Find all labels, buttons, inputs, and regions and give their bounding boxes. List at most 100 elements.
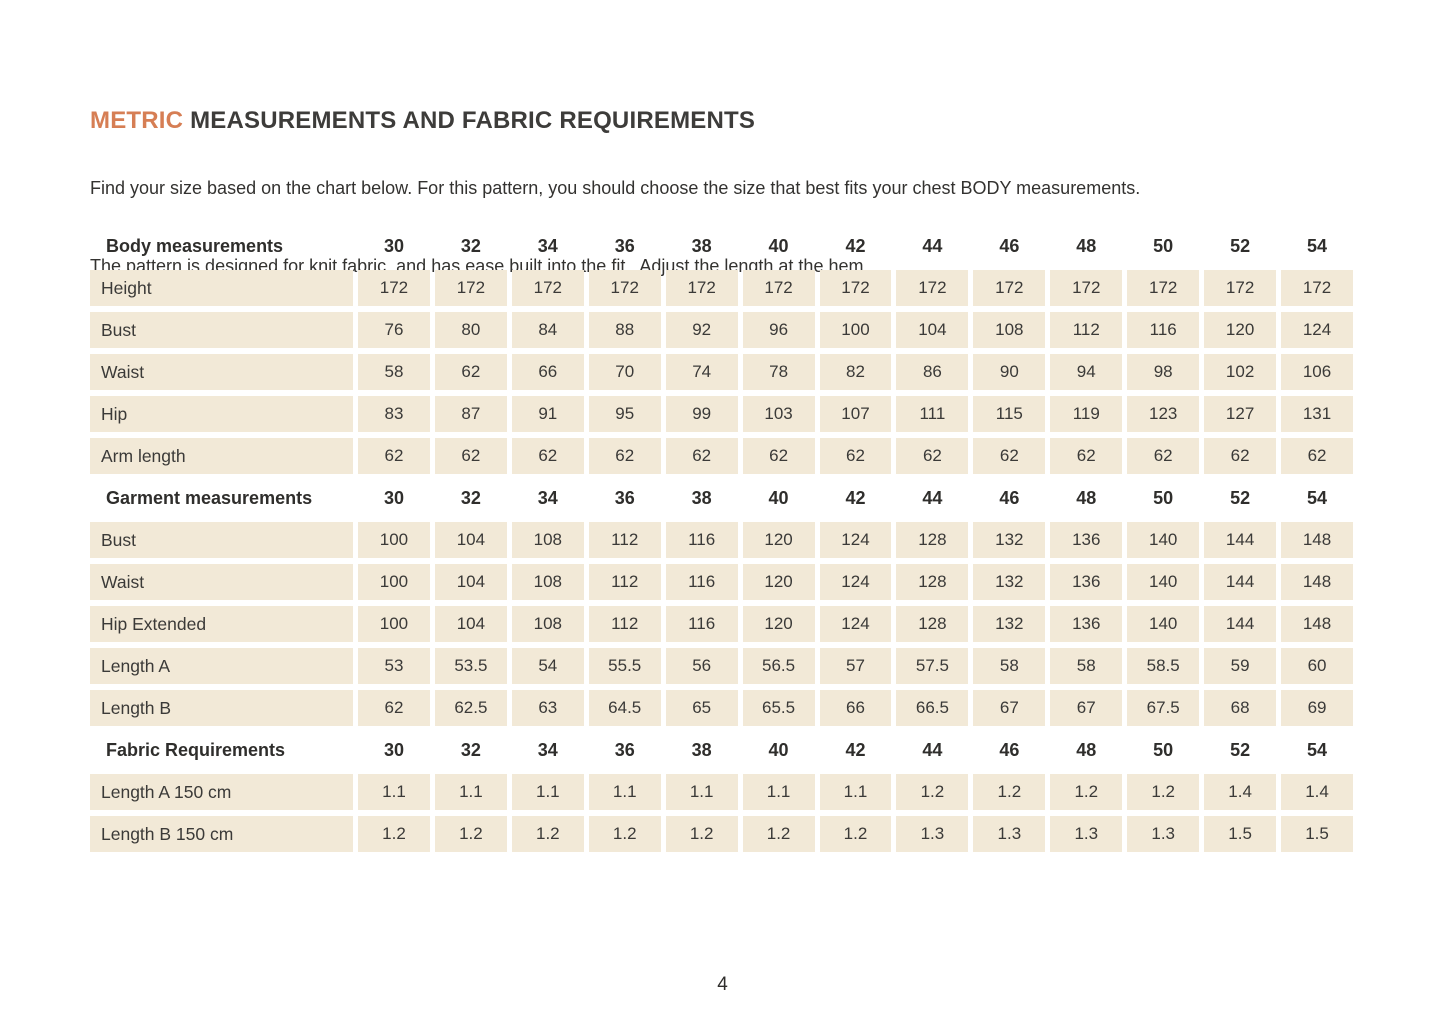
table-cell: 1.4 — [1204, 774, 1277, 810]
table-cell: 172 — [511, 270, 584, 306]
table-cell: 123 — [1127, 396, 1200, 432]
table-cell: 1.2 — [665, 816, 738, 852]
size-column-header: 50 — [1153, 739, 1174, 760]
table-cell: 100 — [358, 522, 430, 558]
table-cell: 1.1 — [588, 774, 661, 810]
size-column-header: 30 — [383, 487, 404, 508]
table-cell: 96 — [742, 312, 815, 348]
table-cell: 1.3 — [896, 816, 969, 852]
table-cell: 1.2 — [588, 816, 661, 852]
row-label: Bust — [90, 522, 353, 558]
table-cell: 67.5 — [1127, 690, 1200, 726]
table-cell: 69 — [1281, 690, 1353, 726]
table-cell: 60 — [1281, 648, 1353, 684]
table-cell: 103 — [742, 396, 815, 432]
size-column-header: 52 — [1230, 235, 1251, 256]
table-cell: 104 — [434, 564, 507, 600]
size-column-header: 44 — [922, 487, 943, 508]
table-cell: 1.2 — [358, 816, 430, 852]
table-cell: 67 — [973, 690, 1046, 726]
size-column-header: 42 — [845, 235, 866, 256]
table-cell: 112 — [588, 522, 661, 558]
table-cell: 128 — [896, 606, 969, 642]
table-cell: 172 — [742, 270, 815, 306]
size-column-header: 46 — [999, 487, 1020, 508]
size-column-header: 36 — [614, 235, 635, 256]
table-cell: 172 — [1204, 270, 1277, 306]
table-cell: 172 — [434, 270, 507, 306]
table-cell: 132 — [973, 522, 1046, 558]
table-cell: 74 — [665, 354, 738, 390]
table-cell: 1.2 — [973, 774, 1046, 810]
table-cell: 1.3 — [1050, 816, 1123, 852]
size-column-header: 30 — [383, 739, 404, 760]
table-cell: 62 — [358, 438, 430, 474]
table-cell: 62 — [588, 438, 661, 474]
size-column-header: 30 — [383, 235, 404, 256]
table-cell: 1.1 — [358, 774, 430, 810]
table-cell: 136 — [1050, 522, 1123, 558]
row-label: Hip Extended — [90, 606, 353, 642]
section-header: Body measurements — [106, 235, 284, 256]
table-cell: 108 — [511, 522, 584, 558]
table-cell: 148 — [1281, 564, 1353, 600]
table-cell: 54 — [511, 648, 584, 684]
table-cell: 104 — [896, 312, 969, 348]
row-label: Hip — [90, 396, 353, 432]
row-label: Length A 150 cm — [90, 774, 353, 810]
table-cell: 78 — [742, 354, 815, 390]
size-column-header: 40 — [768, 739, 789, 760]
size-column-header: 46 — [999, 739, 1020, 760]
table-cell: 58.5 — [1127, 648, 1200, 684]
table-cell: 1.2 — [1127, 774, 1200, 810]
table-cell: 128 — [896, 564, 969, 600]
table-cell: 100 — [358, 606, 430, 642]
table-cell: 1.1 — [819, 774, 892, 810]
row-label: Length B 150 cm — [90, 816, 353, 852]
table-cell: 124 — [819, 564, 892, 600]
table-cell: 100 — [358, 564, 430, 600]
table-cell: 62 — [511, 438, 584, 474]
table-cell: 124 — [819, 606, 892, 642]
size-column-header: 54 — [1307, 739, 1328, 760]
table-cell: 57.5 — [896, 648, 969, 684]
size-column-header: 52 — [1230, 739, 1251, 760]
size-column-header: 38 — [691, 235, 712, 256]
table-cell: 55.5 — [588, 648, 661, 684]
table-cell: 172 — [665, 270, 738, 306]
table-cell: 112 — [588, 564, 661, 600]
size-column-header: 54 — [1307, 487, 1328, 508]
size-column-header: 36 — [614, 739, 635, 760]
table-cell: 1.2 — [742, 816, 815, 852]
table-cell: 62 — [434, 354, 507, 390]
table-cell: 119 — [1050, 396, 1123, 432]
table-cell: 62 — [896, 438, 969, 474]
table-cell: 58 — [973, 648, 1046, 684]
table-cell: 144 — [1204, 564, 1277, 600]
table-cell: 172 — [819, 270, 892, 306]
size-table: Body measurements 30 32 34 36 38 40 42 44 46 48 50 5… — [90, 228, 1353, 852]
table-cell: 1.3 — [973, 816, 1046, 852]
table-cell: 116 — [665, 564, 738, 600]
table-cell: 58 — [358, 354, 430, 390]
page-number: 4 — [717, 974, 728, 995]
table-cell: 120 — [742, 522, 815, 558]
table-cell: 131 — [1281, 396, 1353, 432]
table-cell: 144 — [1204, 606, 1277, 642]
table-cell: 65 — [665, 690, 738, 726]
table-cell: 62 — [973, 438, 1046, 474]
table-cell: 100 — [819, 312, 892, 348]
table-cell: 107 — [819, 396, 892, 432]
page-title-rest: MEASUREMENTS AND FABRIC REQUIREMENTS — [183, 107, 756, 135]
table-cell: 136 — [1050, 606, 1123, 642]
size-column-header: 40 — [768, 487, 789, 508]
page-title: METRIC MEASUREMENTS AND FABRIC REQUIREME… — [90, 107, 755, 135]
table-cell: 111 — [896, 396, 969, 432]
table-cell: 83 — [358, 396, 430, 432]
table-cell: 148 — [1281, 522, 1353, 558]
table-cell: 62.5 — [434, 690, 507, 726]
table-cell: 59 — [1204, 648, 1277, 684]
section-header: Garment measurements — [106, 487, 313, 508]
table-cell: 84 — [511, 312, 584, 348]
